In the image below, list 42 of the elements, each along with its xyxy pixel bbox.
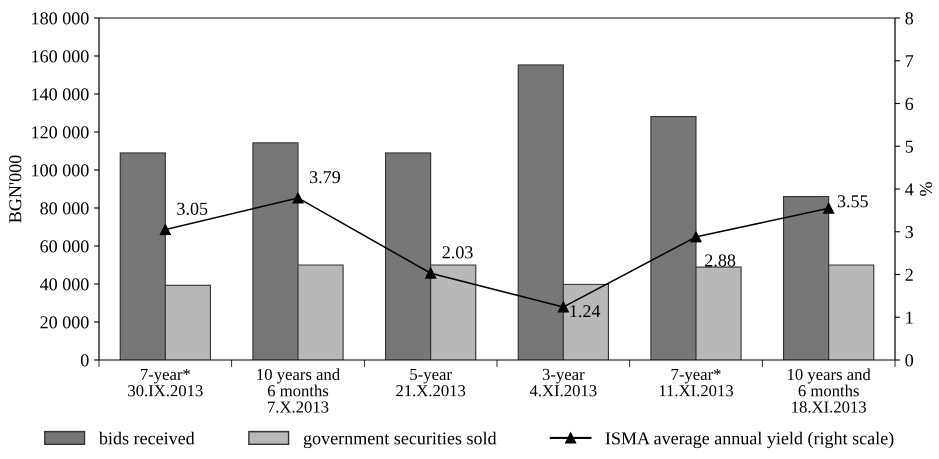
y2-axis-title: % bbox=[920, 182, 932, 196]
data-label: 3.05 bbox=[177, 202, 208, 215]
y-tick-label: 60 000 bbox=[40, 240, 89, 252]
y2-tick-label: 3 bbox=[906, 226, 914, 238]
data-label: 1.24 bbox=[570, 305, 600, 318]
data-label: 2.88 bbox=[705, 254, 736, 267]
y2-tick-label: 7 bbox=[906, 55, 914, 68]
point bbox=[425, 268, 436, 279]
point bbox=[823, 202, 834, 214]
y2-tick-label: 4 bbox=[905, 183, 914, 196]
y-tick-label: 40 000 bbox=[40, 278, 89, 290]
y-axis-title: BGN'000 bbox=[9, 155, 22, 223]
y-tick-label: 180 000 bbox=[32, 12, 89, 24]
x-tick-label: 7-year* 30.IX.2013 bbox=[128, 368, 203, 396]
y-tick-label: 20 000 bbox=[40, 316, 89, 328]
y2-tick-label: 1 bbox=[906, 312, 913, 324]
point bbox=[160, 224, 171, 236]
data-label: 3.55 bbox=[838, 195, 868, 208]
y2-tick-label: 8 bbox=[905, 12, 914, 24]
y-tick-label: 0 bbox=[80, 354, 89, 366]
x-tick-label: 3-year 4.XI.2013 bbox=[530, 368, 596, 396]
y-tick-label: 80 000 bbox=[40, 202, 89, 214]
legend-label: ISMA average annual yield (right scale) bbox=[606, 432, 894, 448]
x-tick-label: 5-year 21.X.2013 bbox=[396, 368, 466, 396]
point bbox=[558, 301, 569, 313]
data-label: 2.03 bbox=[442, 246, 473, 259]
y-tick-label: 100 000 bbox=[32, 164, 89, 176]
legend-label: government securities sold bbox=[304, 432, 496, 448]
x-tick-label: 7-year* 11.XI.2013 bbox=[660, 368, 733, 396]
y-tick-label: 160 000 bbox=[32, 50, 89, 62]
legend-label: bids received bbox=[98, 432, 194, 444]
data-label: 3.79 bbox=[310, 171, 340, 184]
point bbox=[690, 231, 702, 242]
y2-tick-label: 5 bbox=[906, 140, 914, 153]
y2-tick-label: 6 bbox=[906, 98, 914, 110]
y-tick-label: 120 000 bbox=[32, 126, 89, 138]
y2-tick-label: 0 bbox=[905, 354, 914, 366]
x-tick-label: 10 years and 6 months 18.XI.2013 bbox=[788, 368, 871, 413]
point bbox=[292, 192, 304, 204]
y-tick-label: 140 000 bbox=[32, 88, 89, 100]
y2-tick-label: 2 bbox=[906, 268, 913, 281]
x-tick-label: 10 years and 6 months 7.X.2013 bbox=[257, 368, 340, 413]
